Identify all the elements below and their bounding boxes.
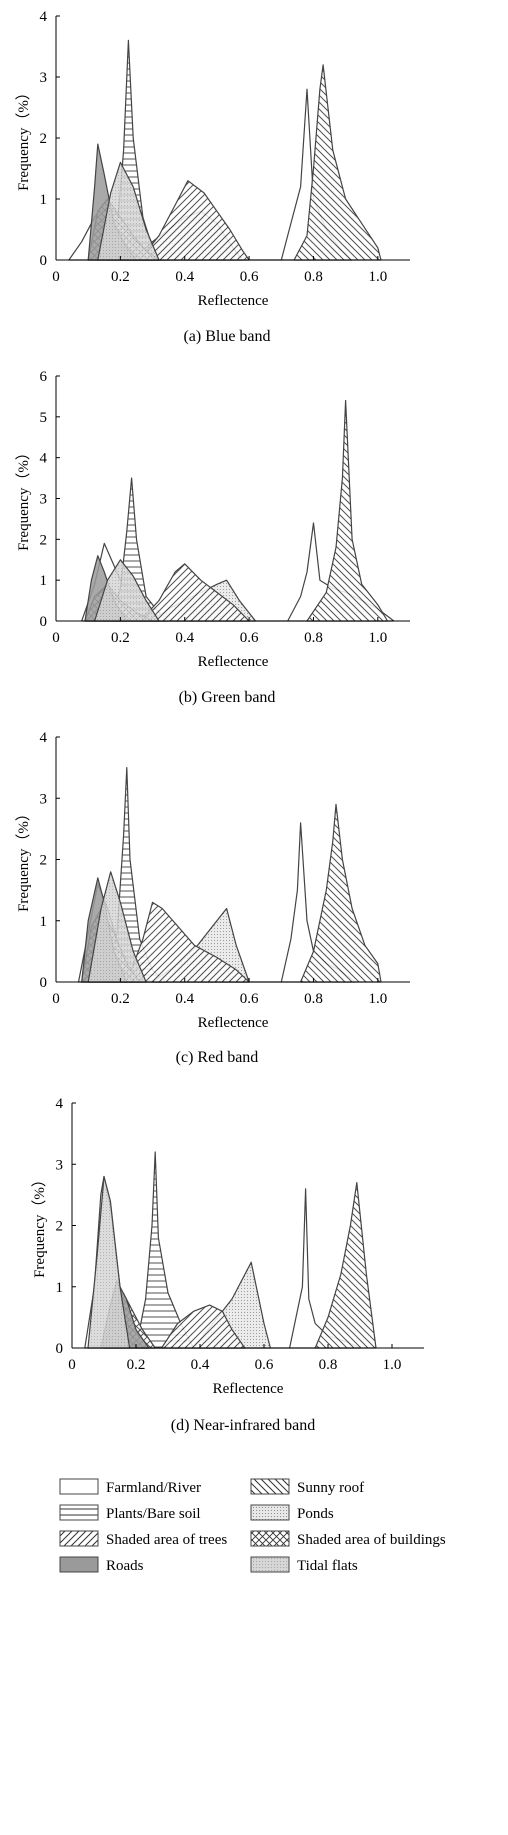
x-tick-label: 0.2: [127, 1357, 146, 1373]
legend-label: Shaded area of buildings: [297, 1532, 446, 1548]
legend-label: Shaded area of trees: [106, 1532, 227, 1548]
legend-item-shaded-area-of-trees: Shaded area of trees: [59, 1530, 227, 1548]
y-tick-label: 0: [40, 614, 48, 630]
x-tick-label: 0.2: [111, 630, 130, 646]
x-axis-label: Reflectence: [213, 1381, 284, 1397]
series-area-sunny-roof: [293, 64, 382, 261]
chart-red-band: 0 0.2 0.4 0.6 0.8 1.0 0 1 2 3 4 Reflectence Freque…: [15, 730, 410, 1066]
y-tick-label: 3: [40, 492, 48, 508]
legend: Farmland/River Sunny roof Plants/Bare soil…: [59, 1478, 446, 1574]
legend-item-roads: Roads: [59, 1556, 144, 1574]
series-area-sunny-roof: [300, 803, 382, 983]
x-tick-label: 0.4: [175, 630, 194, 646]
x-tick-label: 0.8: [304, 991, 323, 1007]
y-tick-label: 3: [56, 1157, 64, 1173]
y-tick-label: 1: [56, 1280, 64, 1296]
x-tick-label: 0.8: [304, 269, 323, 285]
x-tick-label: 1.0: [368, 991, 387, 1007]
legend-swatch: [250, 1530, 290, 1547]
x-tick-label: 0: [52, 991, 60, 1007]
y-tick-label: 3: [40, 70, 48, 86]
legend-item-plants-bare-soil: Plants/Bare soil: [59, 1504, 201, 1522]
series-area-shaded-area-of-trees: [126, 901, 250, 983]
legend-label: Sunny roof: [297, 1480, 364, 1496]
x-tick-label: 0.6: [255, 1357, 274, 1373]
x-tick-label: 1.0: [383, 1357, 402, 1373]
legend-swatch: [59, 1478, 99, 1495]
chart-near-infrared-band: 0 0.2 0.4 0.6 0.8 1.0 0 1 2 3 4 Reflectence Freque…: [31, 1096, 424, 1434]
legend-swatch: [59, 1556, 99, 1573]
x-tick-label: 0.6: [240, 269, 259, 285]
x-tick-label: 0.4: [191, 1357, 210, 1373]
y-tick-label: 1: [40, 573, 48, 589]
x-tick-label: 0: [52, 630, 60, 646]
legend-label: Plants/Bare soil: [106, 1506, 201, 1522]
legend-item-farmland-river: Farmland/River: [59, 1478, 201, 1496]
x-tick-label: 0.8: [319, 1357, 338, 1373]
series-area-tidal-flats: [87, 1175, 131, 1349]
legend-swatch: [250, 1504, 290, 1521]
legend-item-ponds: Ponds: [250, 1504, 334, 1522]
y-tick-label: 6: [40, 369, 48, 385]
y-tick-label: 4: [40, 451, 48, 467]
series-area-shaded-area-of-trees: [161, 1304, 246, 1349]
chart-caption: (b) Green band: [179, 689, 276, 706]
x-axis-label: Reflectence: [198, 654, 269, 670]
series-area-sunny-roof: [314, 1182, 377, 1349]
x-tick-label: 1.0: [368, 630, 387, 646]
y-axis-label: Frequency（%）: [15, 85, 32, 191]
legend-item-tidal-flats: Tidal flats: [250, 1556, 358, 1574]
legend-label: Roads: [106, 1558, 144, 1574]
chart-blue-band: 0 0.2 0.4 0.6 0.8 1.0 0 1 2 3 4 Reflectence Freque…: [15, 9, 410, 345]
y-tick-label: 2: [56, 1219, 64, 1235]
legend-item-shaded-area-of-buildings: Shaded area of buildings: [250, 1530, 446, 1548]
y-tick-label: 2: [40, 532, 48, 548]
series-area-shaded-area-of-trees: [139, 180, 250, 261]
x-axis-label: Reflectence: [198, 1015, 269, 1031]
chart-caption: (c) Red band: [176, 1049, 259, 1066]
legend-label: Farmland/River: [106, 1480, 201, 1496]
y-tick-label: 0: [56, 1341, 64, 1357]
legend-swatch: [250, 1478, 290, 1495]
y-axis-label: Frequency（%）: [31, 1172, 48, 1278]
chart-green-band: 0 0.2 0.4 0.6 0.8 1.0 0 1 2 3 4 5 6 Reflectence Freq…: [15, 369, 410, 706]
legend-swatch: [59, 1530, 99, 1547]
x-tick-label: 0.4: [175, 991, 194, 1007]
chart-caption: (a) Blue band: [183, 328, 270, 345]
series-area-shaded-area-of-trees: [139, 563, 250, 622]
x-tick-label: 0.4: [175, 269, 194, 285]
y-tick-label: 5: [40, 410, 48, 426]
legend-label: Tidal flats: [297, 1558, 358, 1574]
y-axis-label: Frequency（%）: [15, 806, 32, 912]
y-tick-label: 4: [40, 9, 48, 25]
series-area-sunny-roof: [306, 399, 389, 622]
y-tick-label: 1: [40, 914, 48, 930]
y-tick-label: 3: [40, 791, 48, 807]
y-tick-label: 0: [40, 975, 48, 991]
legend-item-sunny-roof: Sunny roof: [250, 1478, 364, 1496]
x-axis-label: Reflectence: [198, 293, 269, 309]
x-tick-label: 0.6: [240, 630, 259, 646]
x-tick-label: 1.0: [368, 269, 387, 285]
x-tick-label: 0: [68, 1357, 76, 1373]
x-tick-label: 0.2: [111, 991, 130, 1007]
y-tick-label: 0: [40, 253, 48, 269]
x-tick-label: 0.8: [304, 630, 323, 646]
chart-caption: (d) Near-infrared band: [171, 1417, 315, 1434]
y-tick-label: 2: [40, 853, 48, 869]
y-tick-label: 2: [40, 131, 48, 147]
y-axis-label: Frequency（%）: [15, 445, 32, 551]
legend-swatch: [250, 1556, 290, 1573]
y-tick-label: 1: [40, 192, 48, 208]
legend-swatch: [59, 1504, 99, 1521]
x-tick-label: 0: [52, 269, 60, 285]
series-area-tidal-flats: [97, 161, 160, 261]
x-tick-label: 0.2: [111, 269, 130, 285]
y-tick-label: 4: [40, 730, 48, 746]
x-tick-label: 0.6: [240, 991, 259, 1007]
y-tick-label: 4: [56, 1096, 64, 1112]
legend-label: Ponds: [297, 1506, 334, 1522]
